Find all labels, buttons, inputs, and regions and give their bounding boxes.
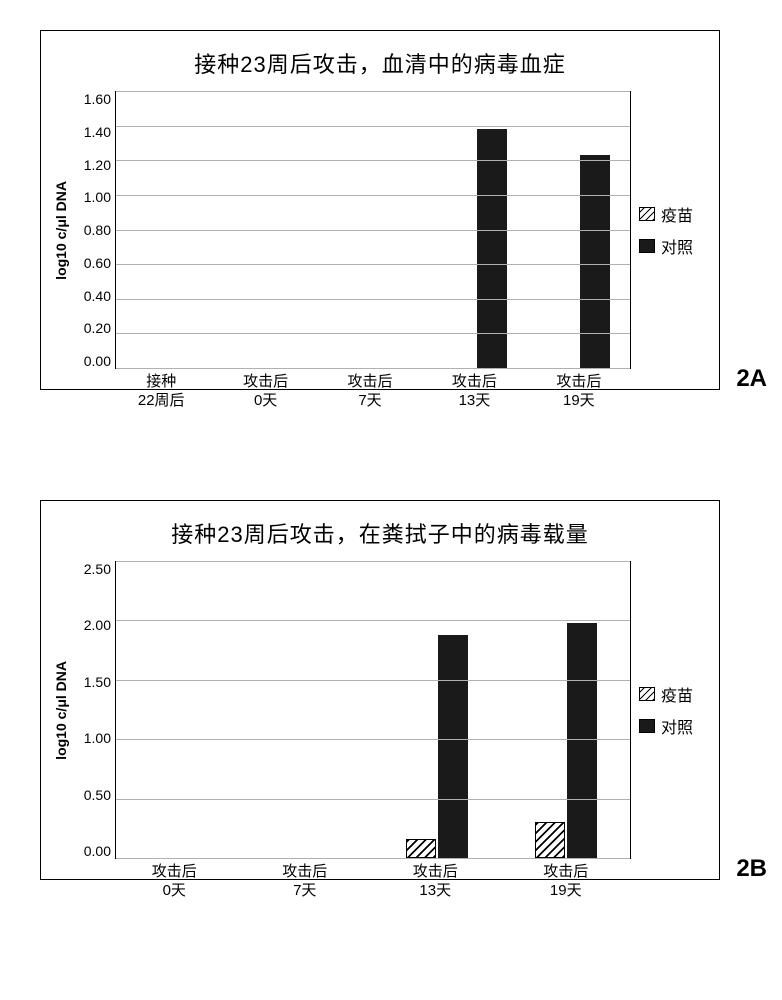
legend-item-vaccine: 疫苗 (639, 682, 709, 706)
legend-label-vaccine: 疫苗 (661, 682, 693, 706)
y-tick: 0.80 (71, 222, 111, 238)
grid-line (116, 91, 630, 92)
legend-swatch-hatch (639, 207, 655, 221)
legend-item-control: 对照 (639, 234, 709, 258)
grid-line (116, 368, 630, 369)
x-tick-label: 攻击后19天 (527, 369, 631, 411)
grid-line (116, 739, 630, 740)
legend-label-control: 对照 (661, 234, 693, 258)
x-tick-label: 攻击后0天 (213, 369, 317, 411)
y-tick: 2.50 (71, 561, 111, 577)
legend-swatch-solid (639, 239, 655, 253)
grid-line (116, 126, 630, 127)
legend-swatch-hatch (639, 687, 655, 701)
y-tick: 0.20 (71, 320, 111, 336)
y-tick: 0.00 (71, 843, 111, 859)
grid-line (116, 264, 630, 265)
grid-line (116, 299, 630, 300)
plot-area-2a (115, 91, 631, 369)
x-tick-label: 攻击后0天 (109, 859, 240, 901)
category-group (502, 561, 631, 858)
y-tick: 0.40 (71, 288, 111, 304)
panel-label-2a: 2A (736, 365, 767, 393)
plot-area-2b (115, 561, 631, 859)
x-tick-label: 接种22周后 (109, 369, 213, 411)
bar-vaccine (535, 822, 565, 858)
bar-control (580, 155, 610, 368)
y-tick: 0.60 (71, 255, 111, 271)
category-group (116, 561, 245, 858)
y-tick: 0.00 (71, 353, 111, 369)
panel-label-2b: 2B (736, 855, 767, 883)
y-tick: 0.50 (71, 787, 111, 803)
y-tick: 1.50 (71, 674, 111, 690)
legend-label-control: 对照 (661, 714, 693, 738)
chart-title-2a: 接种23周后攻击，血清中的病毒血症 (51, 47, 709, 79)
category-group (245, 561, 374, 858)
bar-vaccine (406, 839, 436, 858)
x-tick-label: 攻击后7天 (240, 859, 371, 901)
grid-line (116, 561, 630, 562)
grid-line (116, 230, 630, 231)
grid-line (116, 680, 630, 681)
legend-2b: 疫苗 对照 (631, 561, 709, 859)
bar-control (567, 623, 597, 858)
y-axis-ticks-2b: 2.50 2.00 1.50 1.00 0.50 0.00 (71, 561, 115, 859)
chart-panel-2b: 接种23周后攻击，在粪拭子中的病毒载量 log10 c/μl DNA 2.502… (40, 500, 720, 880)
y-axis-ticks-2a: 1.60 1.40 1.20 1.00 0.80 0.60 0.40 0.20 0.00 (71, 91, 115, 369)
figure-container: 接种23周后攻击，血清中的病毒血症 log10 c/μl DNA 1.60 1.4… (0, 0, 782, 920)
legend-label-vaccine: 疫苗 (661, 202, 693, 226)
y-tick: 1.60 (71, 91, 111, 107)
legend-item-vaccine: 疫苗 (639, 202, 709, 226)
grid-line (116, 195, 630, 196)
x-tick-label: 攻击后13天 (370, 859, 501, 901)
x-tick-label: 攻击后19天 (501, 859, 632, 901)
legend-2a: 疫苗 对照 (631, 91, 709, 369)
x-axis-2a: 接种22周后攻击后0天攻击后7天攻击后13天攻击后19天 (109, 369, 631, 411)
legend-swatch-solid (639, 719, 655, 733)
y-axis-label-2b: log10 c/μl DNA (51, 661, 71, 760)
y-tick: 1.00 (71, 730, 111, 746)
y-tick: 2.00 (71, 617, 111, 633)
y-tick: 1.00 (71, 189, 111, 205)
y-axis-label-2a: log10 c/μl DNA (51, 181, 71, 280)
grid-line (116, 333, 630, 334)
grid-line (116, 160, 630, 161)
bar-control (438, 635, 468, 858)
bars-row-2b (116, 561, 630, 858)
chart-body-2a: log10 c/μl DNA 1.60 1.40 1.20 1.00 0.80 0.60 0… (51, 91, 709, 369)
bar-control (477, 129, 507, 368)
legend-item-control: 对照 (639, 714, 709, 738)
category-group (373, 561, 502, 858)
y-tick: 1.40 (71, 124, 111, 140)
grid-line (116, 799, 630, 800)
y-tick: 1.20 (71, 157, 111, 173)
x-axis-2b: 攻击后0天攻击后7天攻击后13天攻击后19天 (109, 859, 631, 901)
grid-line (116, 620, 630, 621)
chart-title-2b: 接种23周后攻击，在粪拭子中的病毒载量 (51, 517, 709, 549)
x-tick-label: 攻击后7天 (318, 369, 422, 411)
chart-body-2b: log10 c/μl DNA 2.502.001.501.000.500.00 … (51, 561, 709, 859)
x-tick-label: 攻击后13天 (422, 369, 526, 411)
chart-panel-2a: 接种23周后攻击，血清中的病毒血症 log10 c/μl DNA 1.60 1.4… (40, 30, 720, 390)
grid-line (116, 858, 630, 859)
